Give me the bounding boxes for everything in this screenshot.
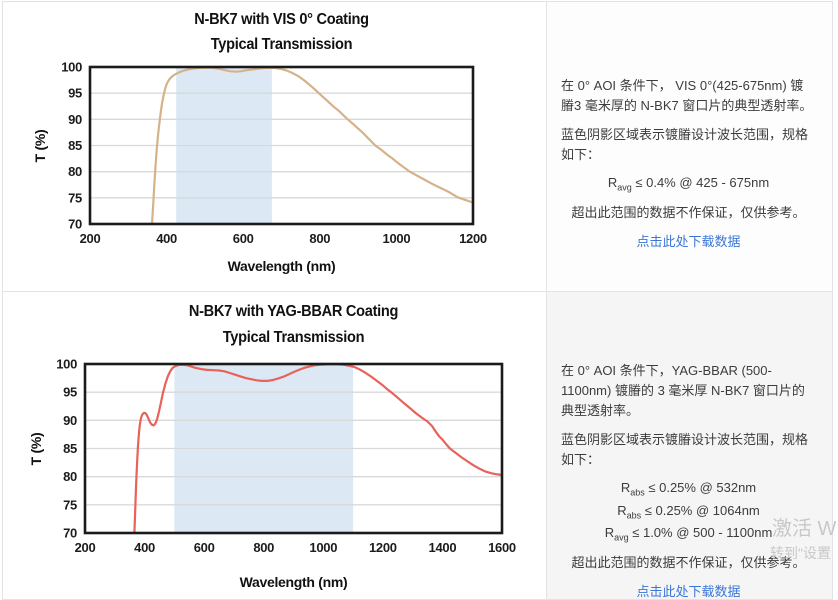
y-tick-label: 85 <box>68 138 82 153</box>
chart-subtitle-vis: Typical Transmission <box>210 36 353 53</box>
plot-border <box>88 65 475 226</box>
transmission-curve <box>133 364 502 533</box>
spec-list: Ravg ≤ 0.4% @ 425 - 675nm <box>561 174 816 197</box>
y-tick-label: 80 <box>63 469 77 484</box>
x-tick-label: 600 <box>233 231 254 246</box>
description-text: 在 0° AOI 条件下，YAG-BBAR (500-1100nm) 镀膡的 3… <box>561 363 805 418</box>
chart-title-yag: N-BK7 with YAG-BBAR Coating <box>188 303 399 320</box>
out-of-range-note: 超出此范围的数据不作保证，仅供参考。 <box>571 554 806 570</box>
x-tick-label: 600 <box>194 540 215 555</box>
y-tick-label: 100 <box>56 357 77 372</box>
spec-line: Ravg ≤ 0.4% @ 425 - 675nm <box>607 175 770 193</box>
band-note-text: 蓝色阴影区域表示镀膡设计波长范围，规格如下： <box>561 127 809 162</box>
description-text: 在 0° AOI 条件下， VIS 0°(425-675nm) 镀膡3 毫米厚的… <box>561 78 813 113</box>
x-tick-label: 800 <box>253 540 274 555</box>
y-tick-label: 90 <box>68 112 82 127</box>
plot-border <box>83 362 504 535</box>
out-of-range-note: 超出此范围的数据不作保证，仅供参考。 <box>571 204 806 220</box>
spec-line: Ravg ≤ 1.0% @ 500 - 1100nm <box>604 525 773 543</box>
spec-line: Rabs ≤ 0.25% @ 1064nm <box>617 502 760 521</box>
x-tick-label: 1000 <box>309 540 337 555</box>
y-axis-label-vis: T (%) <box>32 129 48 163</box>
x-axis-label-vis: Wavelength (nm) <box>227 258 336 274</box>
x-axis-label-yag: Wavelength (nm) <box>239 574 348 590</box>
chart-title-vis: N-BK7 with VIS 0° Coating <box>194 11 369 28</box>
transmission-chart-yag: 70 75 80 85 90 95 100 200 400 600 800 1000 1200 1400 1… <box>56 357 516 556</box>
y-tick-label: 75 <box>63 497 77 512</box>
y-tick-label: 80 <box>68 164 82 179</box>
y-tick-label: 100 <box>61 60 82 75</box>
windows-activation-watermark-sub: 转到"设置 <box>770 545 831 561</box>
x-tick-label: 200 <box>80 231 101 246</box>
row-yag-coating: N-BK7 with YAG-BBAR Coating Typical Tran… <box>2 291 832 600</box>
chart-subtitle-yag: Typical Transmission <box>222 329 365 346</box>
x-tick-label: 1400 <box>429 540 457 555</box>
download-data-link[interactable]: 点击此处下载数据 <box>636 583 741 599</box>
chart-panel-yag: N-BK7 with YAG-BBAR Coating Typical Tran… <box>2 292 546 600</box>
spec-list: Rabs ≤ 0.25% @ 532nm Rabs ≤ 0.25% @ 1064n… <box>561 479 816 547</box>
x-tick-label: 1200 <box>369 540 397 555</box>
x-tick-label: 1200 <box>459 231 487 246</box>
info-panel-vis: 在 0° AOI 条件下， VIS 0°(425-675nm) 镀膡3 毫米厚的… <box>546 2 832 291</box>
x-tick-label: 400 <box>134 540 155 555</box>
x-tick-label: 200 <box>75 540 96 555</box>
y-tick-label: 70 <box>63 526 77 541</box>
x-tick-label: 800 <box>309 231 330 246</box>
windows-activation-watermark: 激活 W <box>772 518 837 540</box>
info-panel-yag: 在 0° AOI 条件下，YAG-BBAR (500-1100nm) 镀膡的 3… <box>546 292 832 600</box>
transmission-curve <box>150 67 473 224</box>
row-vis-coating: N-BK7 with VIS 0° Coating Typical Transm… <box>2 2 832 291</box>
y-tick-label: 70 <box>68 217 82 232</box>
y-tick-label: 75 <box>68 190 82 205</box>
y-axis-label-yag: T (%) <box>28 432 44 466</box>
spec-line: Rabs ≤ 0.25% @ 532nm <box>620 480 757 498</box>
y-tick-label: 95 <box>63 385 77 400</box>
y-tick-label: 90 <box>63 413 77 428</box>
x-tick-label: 400 <box>156 231 177 246</box>
x-tick-label: 1600 <box>488 540 516 555</box>
x-tick-label: 1000 <box>383 231 411 246</box>
y-tick-label: 85 <box>63 441 77 456</box>
transmission-chart-vis: 70 75 80 85 90 95 100 200 400 600 800 1000 1200 <box>61 60 487 247</box>
chart-panel-vis: N-BK7 with VIS 0° Coating Typical Transm… <box>2 2 546 291</box>
band-note-text: 蓝色阴影区域表示镀膡设计波长范围，规格如下： <box>561 432 809 467</box>
y-tick-label: 95 <box>68 86 82 101</box>
download-data-link[interactable]: 点击此处下载数据 <box>636 233 741 249</box>
